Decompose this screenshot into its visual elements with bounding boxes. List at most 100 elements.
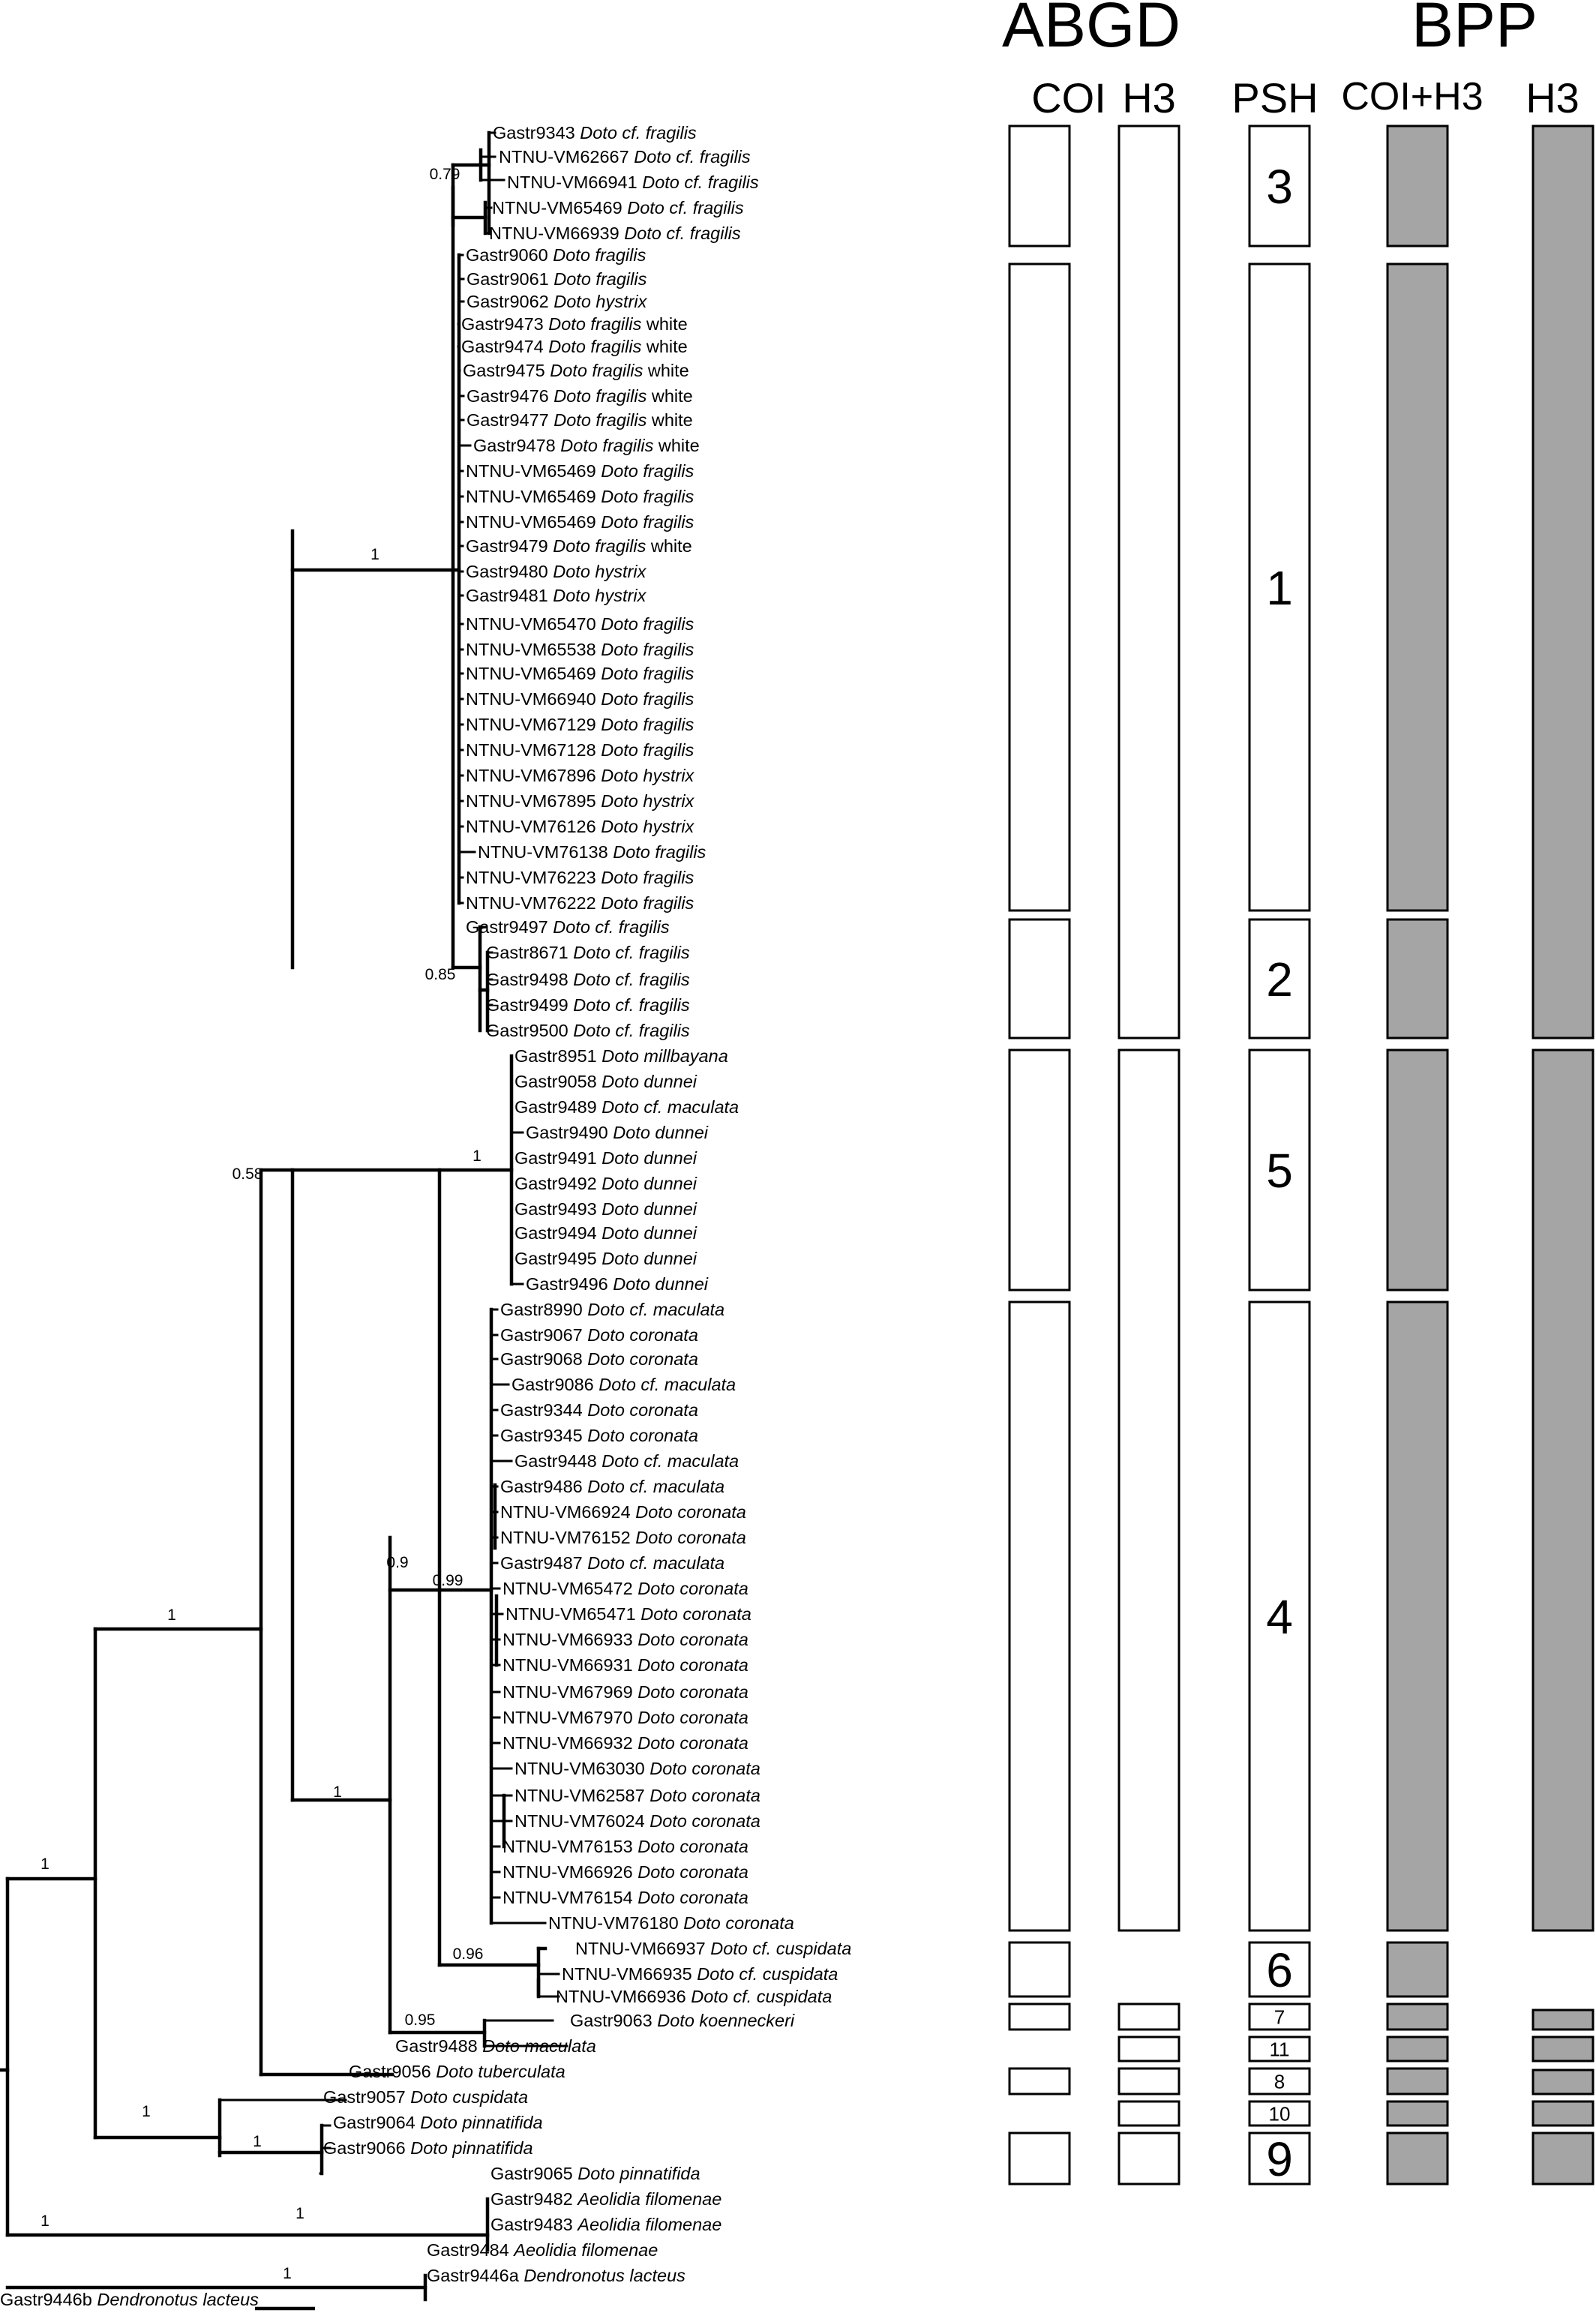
tip-species: Doto pinnatifida <box>420 2113 542 2132</box>
tip-species: Doto fragilis <box>601 689 694 709</box>
tip-species: Doto fragilis <box>553 536 646 556</box>
tip-suffix: white <box>643 361 688 380</box>
tip-species: Doto fragilis <box>554 386 646 406</box>
psh-box <box>1248 2002 1311 2031</box>
tip-species: Doto hystrix <box>601 766 694 785</box>
tip-label: NTNU-VM76126 Doto hystrix <box>466 817 695 836</box>
tip-suffix: white <box>646 386 692 406</box>
tip-species: Doto dunnei <box>602 1072 698 1091</box>
tip-species: Doto coronata <box>635 1502 746 1522</box>
tip-code: Gastr9495 <box>514 1249 602 1268</box>
header-coi-h3: COI+H3 <box>1341 75 1483 118</box>
tip-code: Gastr9448 <box>514 1451 602 1471</box>
tip-code: NTNU-VM67895 <box>466 791 601 811</box>
tip-species: Doto coronata <box>638 1708 748 1727</box>
tip-label: Gastr9486 Doto cf. maculata <box>500 1477 724 1496</box>
bpp-coi-h3-box <box>1386 2067 1449 2096</box>
tip-label: NTNU-VM66936 Doto cf. cuspidata <box>556 1987 832 2006</box>
tip-code: NTNU-VM76223 <box>466 868 601 887</box>
tip-label: NTNU-VM65538 Doto fragilis <box>466 640 694 659</box>
tip-code: NTNU-VM66935 <box>562 1964 697 1984</box>
tip-species: Doto fragilis <box>613 842 706 862</box>
tip-species: Doto koenneckeri <box>657 2011 795 2030</box>
tip-code: NTNU-VM65472 <box>502 1579 638 1598</box>
tip-species: Doto dunnei <box>613 1123 709 1142</box>
tip-species: Doto cf. cuspidata <box>697 1964 838 1984</box>
tip-code: Gastr9489 <box>514 1097 602 1117</box>
tip-species: Doto fragilis <box>554 269 646 289</box>
psh-box <box>1248 1941 1311 1998</box>
tip-species: Doto cf. fragilis <box>573 1021 690 1040</box>
bpp-coi-h3-box <box>1386 918 1449 1040</box>
header-h3-bpp: H3 <box>1526 74 1580 122</box>
tip-code: Gastr9493 <box>514 1199 602 1219</box>
tip-species: Doto hystrix <box>554 292 647 311</box>
tip-label: NTNU-VM65471 Doto coronata <box>506 1604 752 1624</box>
tip-label: Gastr9068 Doto coronata <box>500 1349 698 1369</box>
tip-label: Gastr9491 Doto dunnei <box>514 1148 698 1168</box>
abgd-h3-box <box>1118 2132 1180 2186</box>
tip-code: Gastr9484 <box>427 2240 514 2260</box>
tip-species: Doto cf. cuspidata <box>691 1987 832 2006</box>
tip-code: Gastr9491 <box>514 1148 602 1168</box>
tip-code: Gastr9478 <box>473 436 560 455</box>
tip-code: Gastr9061 <box>466 269 554 289</box>
tip-species: Doto dunnei <box>602 1148 698 1168</box>
bpp-coi-h3-box <box>1386 1300 1449 1932</box>
bpp-h3-box <box>1532 2100 1594 2127</box>
tip-label: Gastr9498 Doto cf. fragilis <box>486 970 690 989</box>
tip-code: NTNU-VM67970 <box>502 1708 638 1727</box>
bpp-h3-box <box>1532 1048 1594 1932</box>
tip-code: Gastr9476 <box>466 386 554 406</box>
tip-label: NTNU-VM67896 Doto hystrix <box>466 766 695 785</box>
tip-code: NTNU-VM66933 <box>502 1630 638 1649</box>
tip-label: NTNU-VM66941 Doto cf. fragilis <box>507 172 759 192</box>
tip-label: NTNU-VM66935 Doto cf. cuspidata <box>562 1964 838 1984</box>
header-coi: COI <box>1031 74 1106 122</box>
abgd-coi-box <box>1008 2067 1071 2096</box>
abgd-coi-box <box>1008 1300 1071 1932</box>
tip-labels: Gastr9343 Doto cf. fragilisNTNU-VM62667 … <box>0 123 851 2309</box>
tip-species: Dendronotus lacteus <box>97 2290 259 2309</box>
tip-label: NTNU-VM66937 Doto cf. cuspidata <box>575 1939 851 1958</box>
tip-code: NTNU-VM76154 <box>502 1888 638 1907</box>
tip-species: Doto dunnei <box>602 1174 698 1193</box>
tip-species: Doto fragilis <box>601 715 694 734</box>
support-value: 1 <box>40 2212 50 2230</box>
tip-species: Doto coronata <box>638 1682 748 1702</box>
tip-code: NTNU-VM76153 <box>502 1837 638 1856</box>
tip-species: Doto coronata <box>587 1325 698 1345</box>
tip-species: Doto cf. fragilis <box>634 147 751 166</box>
tip-code: NTNU-VM76152 <box>500 1528 635 1547</box>
tip-code: NTNU-VM66932 <box>502 1733 638 1753</box>
tip-species: Doto fragilis <box>601 512 694 532</box>
tip-code: Gastr9481 <box>466 586 553 605</box>
tip-code: NTNU-VM76222 <box>466 893 601 913</box>
tip-species: Doto dunnei <box>602 1223 698 1243</box>
tip-label: Gastr9448 Doto cf. maculata <box>514 1451 739 1471</box>
tip-code: Gastr9498 <box>486 970 573 989</box>
tip-code: NTNU-VM66939 <box>489 224 624 243</box>
tip-code: NTNU-VM65469 <box>466 664 601 683</box>
tip-label: NTNU-VM76222 Doto fragilis <box>466 893 694 913</box>
tip-code: Gastr9345 <box>500 1426 587 1445</box>
tip-species: Doto fragilis <box>548 337 641 356</box>
tip-code: Gastr9057 <box>323 2087 410 2107</box>
tip-code: Gastr9067 <box>500 1325 587 1345</box>
tip-label: NTNU-VM65469 Doto fragilis <box>466 664 694 683</box>
tip-label: Gastr9493 Doto dunnei <box>514 1199 698 1219</box>
tip-species: Doto fragilis <box>601 664 694 683</box>
tip-code: NTNU-VM76180 <box>548 1913 683 1933</box>
abgd-h3-box <box>1118 2100 1180 2127</box>
tip-code: NTNU-VM66926 <box>502 1862 638 1882</box>
bpp-coi-h3-box <box>1386 124 1449 248</box>
tip-label: NTNU-VM65472 Doto coronata <box>502 1579 748 1598</box>
tip-species: Doto coronata <box>683 1913 794 1933</box>
psh-box <box>1248 918 1311 1040</box>
tip-label: Gastr9483 Aeolidia filomenae <box>490 2215 722 2234</box>
tip-species: Doto cf. fragilis <box>624 224 741 243</box>
support-value: 0.95 <box>405 2012 436 2029</box>
tip-label: NTNU-VM66924 Doto coronata <box>500 1502 746 1522</box>
support-value: 0.58 <box>232 1166 263 1183</box>
psh-box <box>1248 262 1311 912</box>
